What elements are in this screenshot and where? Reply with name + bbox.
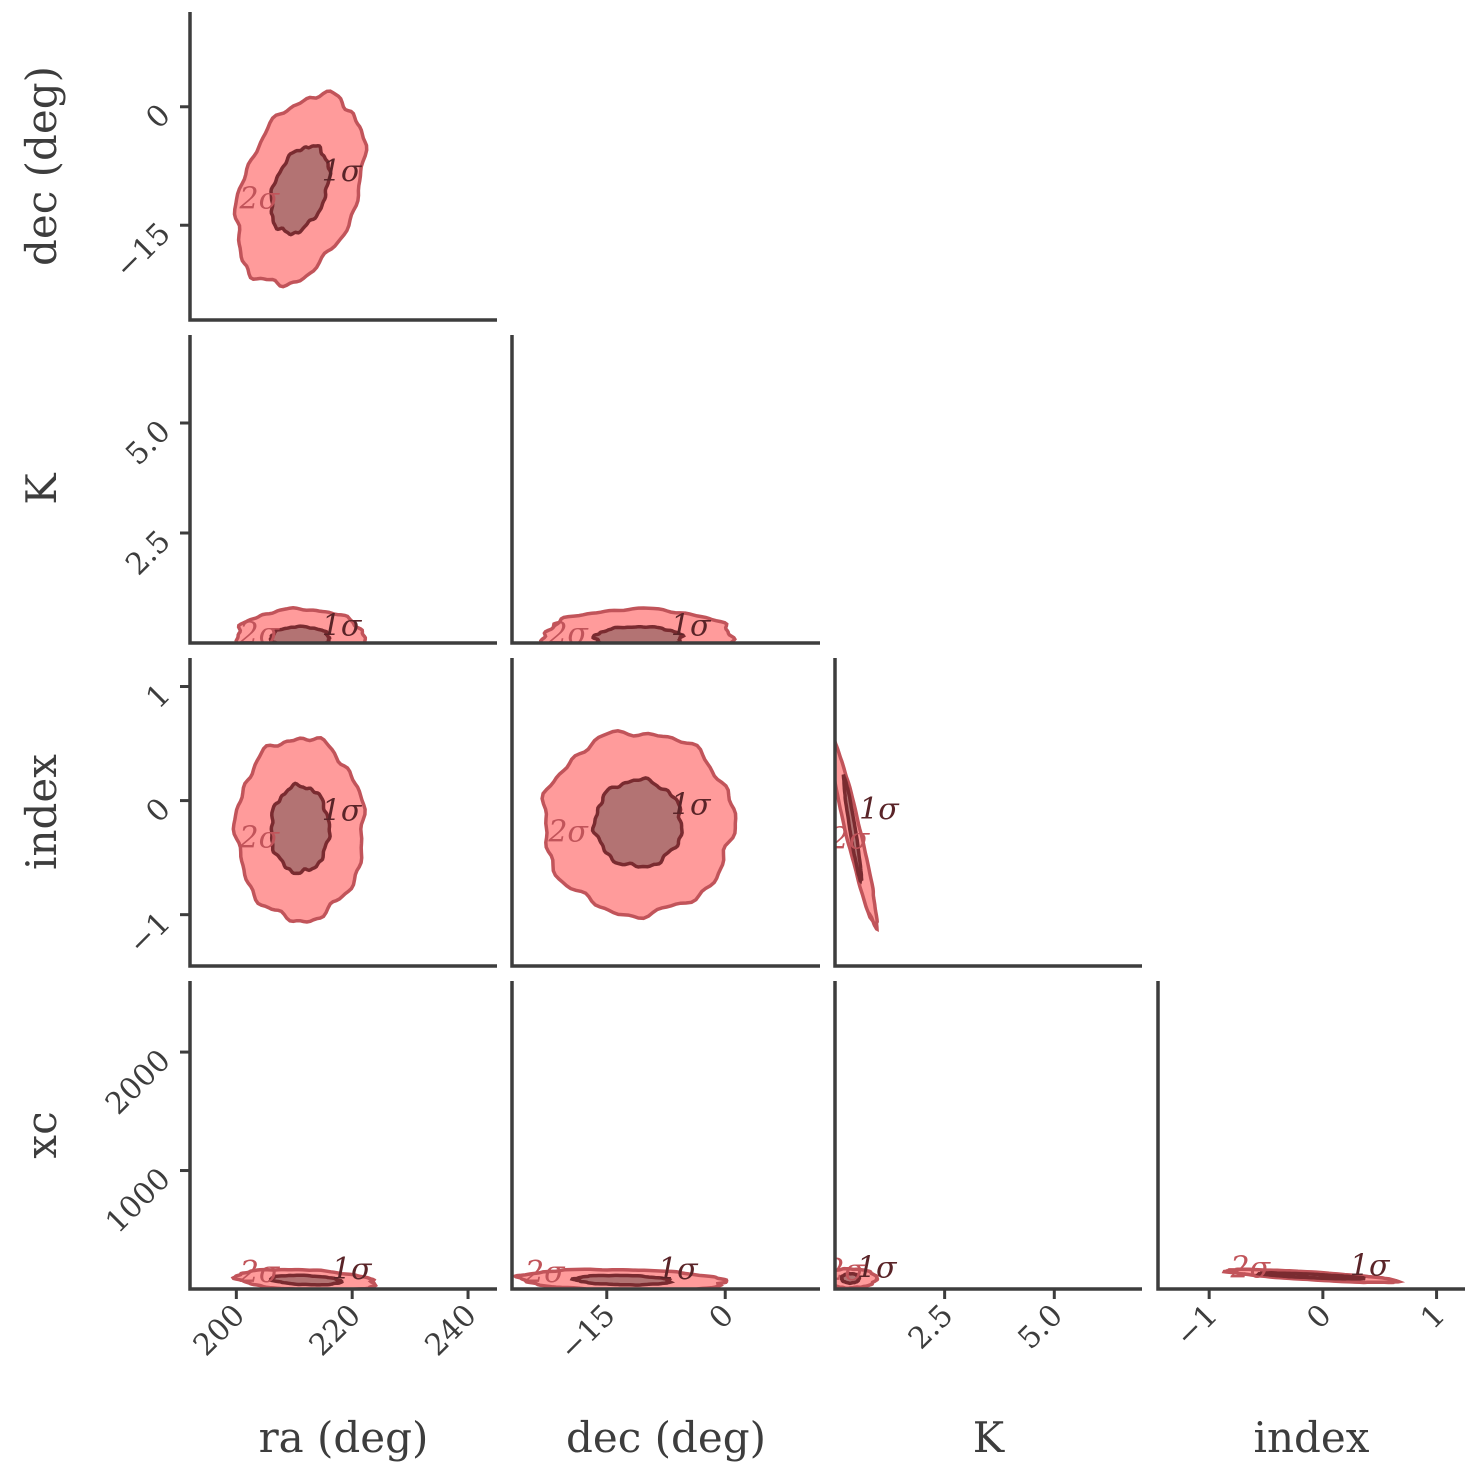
axis-spines	[510, 981, 820, 1291]
sigma-label-2: 2σ	[1229, 1250, 1271, 1285]
x-axis-title: K	[973, 1413, 1006, 1462]
sigma-label-2: 2σ	[239, 616, 281, 651]
axis-spines	[188, 981, 497, 1291]
contour-1sigma	[591, 624, 686, 643]
axis-spines	[188, 335, 497, 645]
x-axis-title: index	[1254, 1413, 1370, 1462]
x-tick-label: 5.0	[1011, 1298, 1069, 1356]
axis-spines	[188, 12, 497, 322]
contour-1sigma	[839, 1271, 862, 1286]
x-tick-label: 240	[418, 1298, 483, 1363]
y-tick-label: −15	[108, 216, 178, 286]
axis-spines	[510, 335, 820, 645]
sigma-label-2: 2σ	[239, 820, 281, 855]
y-tick-label: 2000	[99, 1043, 178, 1122]
panel-K-vs-ra: 1σ 2σ 2.5 5.0 K	[17, 335, 497, 651]
sigma-label-1: 1σ	[1350, 1248, 1391, 1283]
sigma-label-1: 1σ	[322, 609, 363, 644]
axis-spines	[833, 981, 1142, 1291]
sigma-label-1: 1σ	[322, 154, 363, 189]
sigma-label-2: 2σ	[239, 1255, 281, 1290]
x-tick-label: 0	[1300, 1298, 1338, 1336]
panel-index-vs-ra: 1σ 2σ −1 0 1 index	[17, 658, 497, 968]
y-tick-label: 2.5	[119, 524, 177, 582]
axis-spines	[1156, 981, 1465, 1291]
x-tick-label: −15	[553, 1298, 623, 1368]
sigma-label-2: 2σ	[239, 182, 281, 217]
y-tick-label: 1	[139, 677, 177, 715]
panel-xc-vs-ra: 1σ 2σ 1000 2000 xc 200 220 240 ra (deg)	[17, 981, 497, 1462]
x-axis-title: dec (deg)	[566, 1413, 766, 1462]
axis-spines	[510, 658, 820, 968]
y-axis-title: K	[17, 472, 66, 505]
axis-spines	[833, 658, 1142, 968]
sigma-label-1: 1σ	[658, 1252, 699, 1287]
y-tick-label: 0	[139, 98, 177, 136]
sigma-label-2: 2σ	[547, 616, 589, 651]
sigma-label-1: 1σ	[671, 788, 712, 823]
sigma-label-2: 2σ	[824, 1253, 866, 1288]
contour-1sigma	[841, 774, 864, 885]
contour-1sigma	[269, 144, 333, 237]
panel-K-vs-dec: 1σ 2σ	[510, 335, 820, 651]
axis-spines	[188, 658, 497, 968]
sigma-label-1: 1σ	[859, 792, 900, 827]
x-tick-label: 200	[187, 1298, 252, 1363]
x-tick-label: 220	[303, 1298, 368, 1363]
y-tick-label: 5.0	[119, 414, 177, 472]
contour-1sigma	[268, 624, 332, 643]
x-tick-label: 0	[703, 1298, 741, 1336]
sigma-label-1: 1σ	[671, 609, 712, 644]
sigma-label-2: 2σ	[524, 1255, 566, 1290]
contour-1sigma	[1255, 1271, 1366, 1281]
x-axis-title: ra (deg)	[259, 1413, 429, 1462]
panel-dec-vs-ra: 1σ 2σ −15 0 dec (deg)	[17, 12, 497, 322]
sigma-label-2: 2σ	[829, 822, 871, 857]
y-axis-title: index	[17, 754, 66, 870]
x-tick-label: 1	[1414, 1298, 1452, 1336]
contour-1sigma	[569, 1273, 676, 1287]
y-tick-label: −1	[122, 906, 178, 962]
sigma-label-2: 2σ	[547, 815, 589, 850]
y-tick-label: 0	[139, 792, 177, 830]
x-tick-label: −1	[1169, 1298, 1225, 1354]
sigma-label-1: 1σ	[857, 1250, 898, 1285]
sigma-label-1: 1σ	[332, 1252, 373, 1287]
x-tick-label: 2.5	[902, 1298, 960, 1356]
contour-1sigma	[267, 1273, 344, 1287]
y-axis-title: dec (deg)	[17, 66, 66, 266]
y-axis-title: xc	[17, 1111, 66, 1158]
panel-index-vs-dec: 1σ 2σ	[510, 658, 820, 968]
panel-xc-vs-dec: 1σ 2σ −15 0 dec (deg)	[510, 981, 820, 1462]
panel-xc-vs-index: 1σ 2σ−1 0 1 index	[1156, 981, 1465, 1462]
y-tick-label: 1000	[99, 1161, 178, 1240]
contour-1sigma	[590, 776, 684, 869]
contour-1sigma	[269, 781, 332, 876]
sigma-label-1: 1σ	[322, 793, 363, 828]
